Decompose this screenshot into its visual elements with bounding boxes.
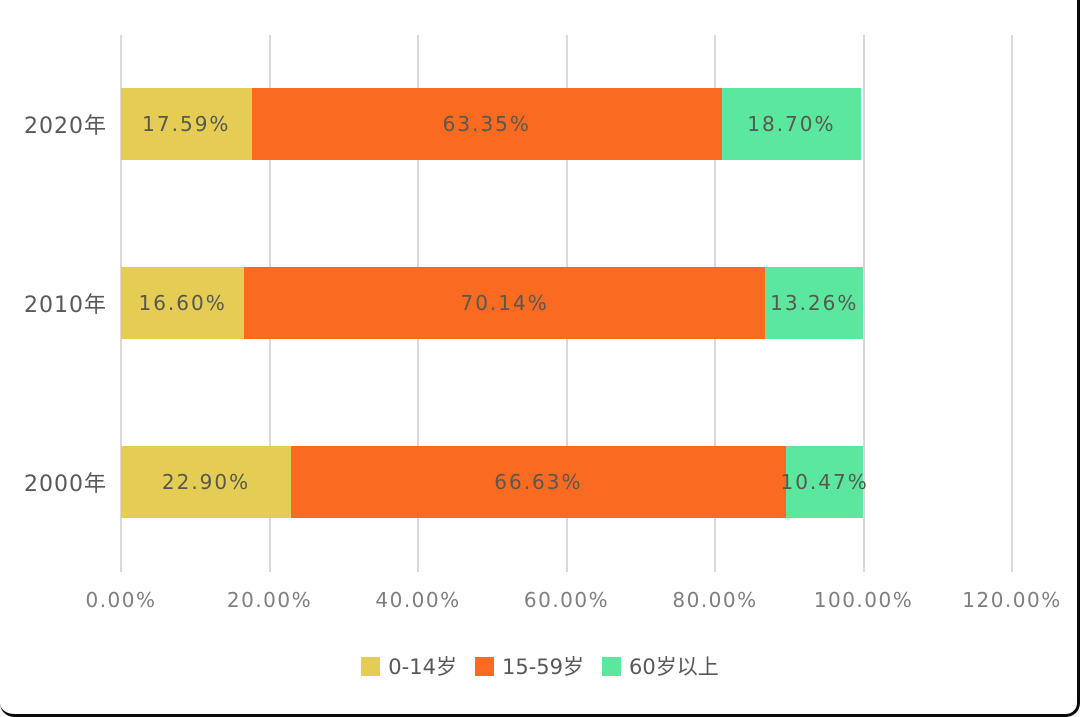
category-label-2010年: 2010年 (24, 293, 107, 318)
x-tick-label-60.00%: 60.00% (523, 588, 610, 612)
bar-value-label: 66.63% (494, 470, 583, 494)
bar-segment-15-59岁-2010年: 70.14% (244, 267, 766, 339)
legend-item-15-59岁: 15-59岁 (474, 651, 584, 681)
x-tick-label-20.00%: 20.00% (226, 588, 313, 612)
gridline-100.00% (862, 35, 865, 572)
bar-row-2020年: 2020年 17.59% 63.35% 18.70% (0, 88, 1080, 160)
bar-segment-0-14岁-2010年: 16.60% (121, 267, 245, 339)
legend-item-60岁以上: 60岁以上 (601, 651, 719, 681)
bar-value-label: 13.26% (770, 291, 859, 315)
bar-row-2000年: 2000年 22.90% 66.63% 10.47% (0, 446, 1080, 518)
bar-segment-60岁以上-2010年: 13.26% (765, 267, 864, 339)
legend-swatch-icon (601, 656, 621, 676)
bar-value-label: 22.90% (161, 470, 251, 494)
legend-label: 60岁以上 (628, 655, 719, 679)
bar-value-label: 16.60% (138, 291, 227, 315)
bar-segment-15-59岁-2000年: 66.63% (291, 446, 786, 518)
gridline-120.00% (1011, 35, 1013, 572)
bar-value-label: 70.14% (460, 291, 549, 315)
legend-swatch-icon (474, 656, 494, 676)
x-tick-label-120.00%: 120.00% (962, 588, 1062, 612)
bar-value-label: 17.59% (142, 112, 231, 136)
legend-label: 15-59岁 (501, 655, 584, 679)
bar-value-label: 18.70% (747, 112, 836, 136)
bar-value-label: 63.35% (442, 112, 531, 136)
x-tick-label-40.00%: 40.00% (375, 588, 461, 612)
x-tick-label-0.00%: 0.00% (85, 588, 157, 612)
category-label-2020年: 2020年 (24, 114, 107, 139)
legend-item-0-14岁: 0-14岁 (361, 651, 457, 681)
legend-label: 0-14岁 (388, 655, 457, 679)
bar-row-2010年: 2010年 16.60% 70.14% 13.26% (0, 267, 1080, 339)
bar-segment-60岁以上-2020年: 18.70% (721, 88, 861, 160)
x-tick-label-100.00%: 100.00% (813, 588, 914, 612)
bar-segment-0-14岁-2020年: 17.59% (121, 88, 252, 160)
bar-segment-60岁以上-2000年: 10.47% (780, 446, 867, 518)
x-tick-label-80.00%: 80.00% (672, 588, 758, 612)
bar-value-label: 10.47% (780, 470, 869, 494)
bar-segment-0-14岁-2000年: 22.90% (121, 446, 292, 518)
legend: 0-14岁 15-59岁 60岁以上 (0, 651, 1080, 681)
bar-segment-15-59岁-2020年: 63.35% (251, 88, 722, 160)
category-label-2000年: 2000年 (24, 472, 107, 497)
legend-swatch-icon (361, 656, 381, 676)
